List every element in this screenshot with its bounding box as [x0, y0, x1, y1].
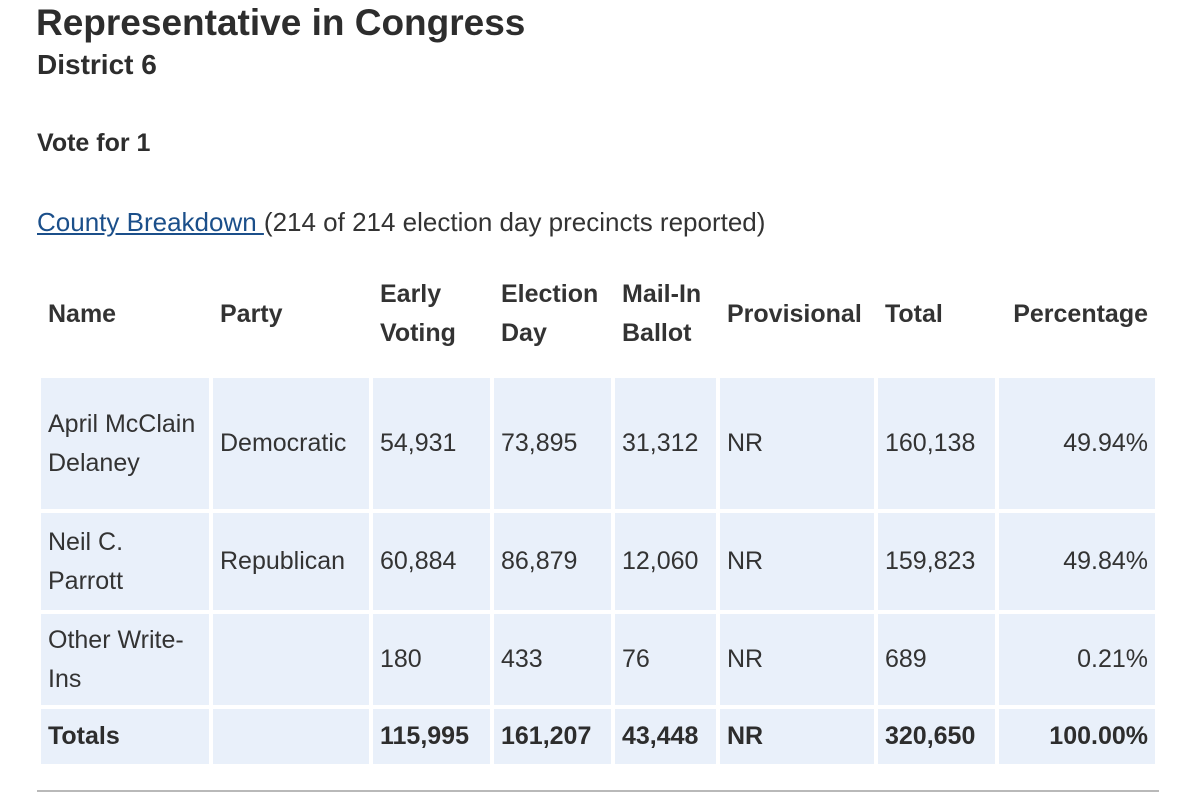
early-voting-count: 180: [373, 614, 490, 705]
candidate-party: [213, 614, 369, 705]
vote-percentage: 49.94%: [999, 378, 1155, 509]
county-breakdown-link[interactable]: County Breakdown: [37, 207, 264, 237]
page-title: Representative in Congress: [36, 2, 526, 43]
election-day-count: 433: [494, 614, 611, 705]
totals-mail-in: 43,448: [615, 709, 716, 764]
col-header-total: Total: [885, 299, 943, 328]
early-voting-count: 60,884: [373, 513, 490, 610]
election-day-count: 86,879: [494, 513, 611, 610]
mail-in-count: 12,060: [615, 513, 716, 610]
table-row: Other Write-Ins 180 433 76 NR 689 0.21%: [41, 614, 1155, 705]
election-day-count: 73,895: [494, 378, 611, 509]
total-count: 689: [878, 614, 995, 705]
bottom-divider: [37, 790, 1159, 792]
vote-for-label: Vote for 1: [37, 129, 151, 157]
district-subtitle: District 6: [37, 49, 157, 80]
col-header-party: Party: [220, 299, 283, 328]
provisional-count: NR: [720, 513, 874, 610]
vote-percentage: 0.21%: [999, 614, 1155, 705]
col-header-early-voting: Early Voting: [380, 280, 456, 347]
mail-in-count: 76: [615, 614, 716, 705]
candidate-name: Neil C. Parrott: [41, 513, 209, 610]
early-voting-count: 54,931: [373, 378, 490, 509]
totals-early-voting: 115,995: [373, 709, 490, 764]
totals-party: [213, 709, 369, 764]
totals-percentage: 100.00%: [999, 709, 1155, 764]
precincts-reported-status: (214 of 214 election day precincts repor…: [263, 207, 766, 237]
results-table: Name Party Early Voting Election Day Mai…: [37, 250, 1159, 768]
candidate-name: Other Write-Ins: [41, 614, 209, 705]
header-row: Name Party Early Voting Election Day Mai…: [41, 254, 1155, 374]
totals-election-day: 161,207: [494, 709, 611, 764]
totals-provisional: NR: [720, 709, 874, 764]
provisional-count: NR: [720, 378, 874, 509]
vote-percentage: 49.84%: [999, 513, 1155, 610]
table-row: Neil C. Parrott Republican 60,884 86,879…: [41, 513, 1155, 610]
totals-label: Totals: [41, 709, 209, 764]
col-header-provisional: Provisional: [727, 299, 862, 328]
totals-total: 320,650: [878, 709, 995, 764]
totals-row: Totals 115,995 161,207 43,448 NR 320,650…: [41, 709, 1155, 764]
candidate-name: April McClain Delaney: [41, 378, 209, 509]
col-header-election-day: Election Day: [501, 280, 599, 347]
col-header-mail-in: Mail-In Ballot: [622, 280, 702, 347]
provisional-count: NR: [720, 614, 874, 705]
col-header-percentage: Percentage: [1013, 299, 1148, 328]
mail-in-count: 31,312: [615, 378, 716, 509]
table-row: April McClain Delaney Democratic 54,931 …: [41, 378, 1155, 509]
candidate-party: Democratic: [213, 378, 369, 509]
total-count: 160,138: [878, 378, 995, 509]
candidate-party: Republican: [213, 513, 369, 610]
breakdown-line: County Breakdown (214 of 214 election da…: [37, 205, 765, 239]
col-header-name: Name: [48, 299, 117, 328]
total-count: 159,823: [878, 513, 995, 610]
